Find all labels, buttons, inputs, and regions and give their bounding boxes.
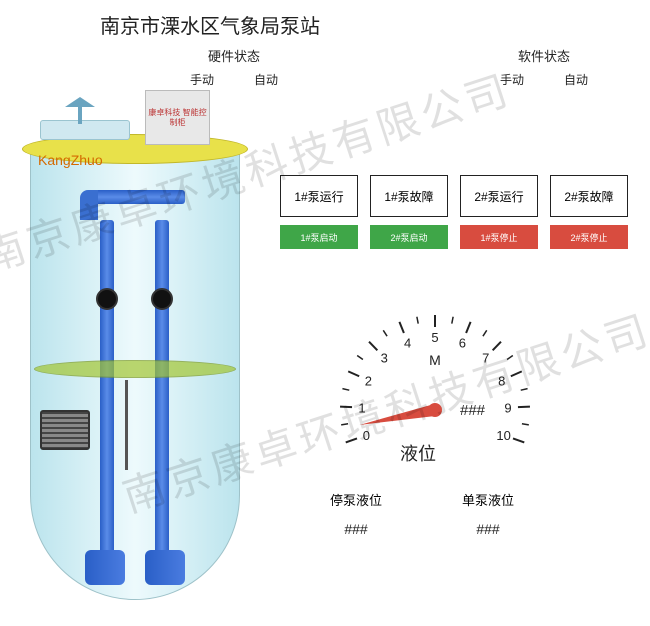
svg-text:10: 10	[496, 428, 510, 443]
gauge-label: 液位	[400, 440, 436, 466]
pump-2-icon	[145, 550, 185, 585]
svg-text:###: ###	[460, 402, 486, 419]
valve-1-icon	[96, 288, 118, 310]
svg-text:3: 3	[381, 350, 388, 365]
pump2-stop-button[interactable]: 2#泵停止	[550, 225, 628, 249]
pump-1-icon	[85, 550, 125, 585]
svg-text:2: 2	[365, 373, 372, 388]
pump2-run-indicator: 2#泵运行	[460, 175, 538, 217]
tank-top-platform	[40, 120, 130, 140]
hardware-status-group: 硬件状态 手动 自动	[190, 46, 278, 88]
svg-text:9: 9	[504, 400, 511, 415]
level-sensor-icon	[125, 380, 128, 470]
stop-level-label: 停泵液位	[330, 490, 382, 509]
svg-text:7: 7	[482, 350, 489, 365]
stop-level-readout: 停泵液位 ###	[330, 490, 382, 537]
hardware-status-label: 硬件状态	[190, 46, 278, 65]
pump1-start-button[interactable]: 1#泵启动	[280, 225, 358, 249]
valve-2-icon	[151, 288, 173, 310]
pump2-fault-indicator: 2#泵故障	[550, 175, 628, 217]
pipe-2	[155, 220, 169, 560]
svg-text:M: M	[429, 352, 441, 368]
svg-text:8: 8	[498, 373, 505, 388]
pipe-elbow	[80, 190, 98, 220]
pump2-start-button[interactable]: 2#泵启动	[370, 225, 448, 249]
svg-text:6: 6	[459, 335, 466, 350]
svg-text:0: 0	[363, 428, 370, 443]
filter-grate-icon	[40, 410, 90, 450]
software-manual-option[interactable]: 手动	[500, 71, 524, 88]
svg-text:1: 1	[358, 400, 365, 415]
pipe-1	[100, 220, 114, 560]
pump-indicator-row: 1#泵运行 1#泵故障 2#泵运行 2#泵故障	[280, 175, 628, 217]
single-pump-level-value: ###	[462, 521, 514, 537]
control-cabinet: 康卓科技 智能控制柜	[145, 90, 210, 145]
antenna-icon	[65, 92, 95, 120]
pump1-fault-indicator: 1#泵故障	[370, 175, 448, 217]
software-status-label: 软件状态	[500, 46, 588, 65]
stop-level-value: ###	[330, 521, 382, 537]
page-title: 南京市溧水区气象局泵站	[100, 10, 320, 39]
pump1-stop-button[interactable]: 1#泵停止	[460, 225, 538, 249]
horizontal-pipe	[95, 190, 185, 204]
svg-text:4: 4	[404, 335, 411, 350]
hardware-auto-option[interactable]: 自动	[254, 71, 278, 88]
pump-tank-graphic: KangZhuo 康卓科技 智能控制柜	[10, 90, 260, 610]
single-pump-level-label: 单泵液位	[462, 490, 514, 509]
software-auto-option[interactable]: 自动	[564, 71, 588, 88]
svg-text:5: 5	[431, 330, 438, 345]
tank-brand-label: KangZhuo	[38, 152, 103, 168]
pump1-run-indicator: 1#泵运行	[280, 175, 358, 217]
hardware-manual-option[interactable]: 手动	[190, 71, 214, 88]
mid-platform	[34, 360, 236, 378]
pump-button-row: 1#泵启动 2#泵启动 1#泵停止 2#泵停止	[280, 225, 628, 249]
level-readouts: 停泵液位 ### 单泵液位 ###	[330, 490, 514, 537]
software-status-group: 软件状态 手动 自动	[500, 46, 588, 88]
single-pump-level-readout: 单泵液位 ###	[462, 490, 514, 537]
